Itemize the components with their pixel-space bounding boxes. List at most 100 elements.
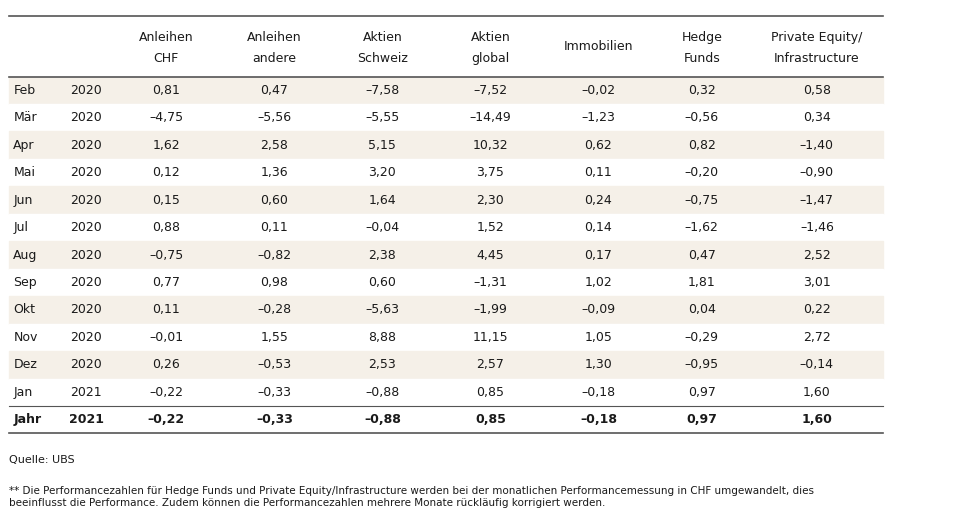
Text: 0,97: 0,97	[688, 386, 716, 399]
Text: 2020: 2020	[70, 139, 103, 152]
Text: –1,23: –1,23	[582, 111, 615, 124]
Text: –0,82: –0,82	[257, 249, 292, 261]
Text: –0,01: –0,01	[149, 331, 183, 344]
Text: 2020: 2020	[70, 221, 103, 234]
Bar	[9, 186, 882, 214]
Text: –1,46: –1,46	[800, 221, 834, 234]
Text: –0,18: –0,18	[580, 413, 617, 426]
Text: 2020: 2020	[70, 84, 103, 97]
Text: Apr: Apr	[13, 139, 35, 152]
Text: 2,53: 2,53	[369, 359, 396, 371]
Text: 0,77: 0,77	[153, 276, 180, 289]
Text: 0,58: 0,58	[803, 84, 830, 97]
Text: Jul: Jul	[13, 221, 29, 234]
Text: –1,40: –1,40	[800, 139, 834, 152]
Text: Okt: Okt	[13, 304, 36, 316]
Text: 0,47: 0,47	[688, 249, 716, 261]
Bar	[9, 296, 882, 324]
Text: –0,95: –0,95	[684, 359, 719, 371]
Text: –5,55: –5,55	[365, 111, 399, 124]
Text: –0,04: –0,04	[366, 221, 399, 234]
Text: Jan: Jan	[13, 386, 33, 399]
Text: 1,62: 1,62	[153, 139, 180, 152]
Text: Anleihen: Anleihen	[139, 31, 194, 44]
Text: 0,14: 0,14	[585, 221, 612, 234]
Text: –0,75: –0,75	[149, 249, 183, 261]
Text: Immobilien: Immobilien	[564, 40, 634, 53]
Text: 2020: 2020	[70, 166, 103, 179]
Text: global: global	[471, 52, 510, 65]
Text: –0,90: –0,90	[800, 166, 834, 179]
Text: 1,02: 1,02	[585, 276, 612, 289]
Text: 11,15: 11,15	[472, 331, 508, 344]
Bar	[9, 324, 882, 351]
Text: 0,62: 0,62	[585, 139, 612, 152]
Text: 0,17: 0,17	[585, 249, 612, 261]
Text: Anleihen: Anleihen	[247, 31, 301, 44]
Text: –0,88: –0,88	[364, 413, 401, 426]
Text: 8,88: 8,88	[369, 331, 396, 344]
Text: 0,12: 0,12	[153, 166, 180, 179]
Text: 2021: 2021	[71, 386, 102, 399]
Text: –0,75: –0,75	[684, 194, 719, 206]
Text: 10,32: 10,32	[472, 139, 508, 152]
Bar	[9, 104, 882, 131]
Text: 0,85: 0,85	[476, 386, 504, 399]
Text: 1,60: 1,60	[803, 386, 830, 399]
Text: Schweiz: Schweiz	[357, 52, 408, 65]
Text: 1,60: 1,60	[802, 413, 832, 426]
Bar	[9, 214, 882, 241]
Text: Jahr: Jahr	[13, 413, 41, 426]
Bar	[9, 406, 882, 433]
Text: –0,28: –0,28	[257, 304, 292, 316]
Text: 2020: 2020	[70, 249, 103, 261]
Text: 2020: 2020	[70, 111, 103, 124]
Text: 3,20: 3,20	[369, 166, 396, 179]
Text: 0,97: 0,97	[686, 413, 717, 426]
Text: 0,88: 0,88	[153, 221, 180, 234]
Text: Dez: Dez	[13, 359, 37, 371]
Text: 0,11: 0,11	[153, 304, 180, 316]
Text: –5,56: –5,56	[257, 111, 292, 124]
Text: 0,11: 0,11	[585, 166, 612, 179]
Text: Aktien: Aktien	[363, 31, 402, 44]
Text: Infrastructure: Infrastructure	[774, 52, 860, 65]
Text: –7,52: –7,52	[473, 84, 508, 97]
Text: 0,24: 0,24	[585, 194, 612, 206]
Text: –0,29: –0,29	[684, 331, 719, 344]
Bar	[9, 241, 882, 269]
Text: 2,30: 2,30	[476, 194, 504, 206]
Text: Aug: Aug	[13, 249, 37, 261]
Text: Sep: Sep	[13, 276, 37, 289]
Text: –1,62: –1,62	[684, 221, 719, 234]
Text: 3,75: 3,75	[476, 166, 504, 179]
Text: –0,53: –0,53	[257, 359, 292, 371]
Text: 0,26: 0,26	[153, 359, 180, 371]
Text: –0,09: –0,09	[582, 304, 615, 316]
Text: 0,22: 0,22	[803, 304, 830, 316]
Bar	[9, 77, 882, 104]
Text: 5,15: 5,15	[369, 139, 396, 152]
Text: Aktien: Aktien	[470, 31, 511, 44]
Text: –0,20: –0,20	[684, 166, 719, 179]
Text: –0,18: –0,18	[582, 386, 615, 399]
Text: 1,30: 1,30	[585, 359, 612, 371]
Text: 1,36: 1,36	[260, 166, 288, 179]
Text: 0,34: 0,34	[803, 111, 830, 124]
Text: 1,52: 1,52	[476, 221, 504, 234]
Text: Jun: Jun	[13, 194, 33, 206]
Text: –0,33: –0,33	[257, 386, 291, 399]
Bar	[9, 269, 882, 296]
Text: –1,31: –1,31	[473, 276, 507, 289]
Text: 0,85: 0,85	[475, 413, 506, 426]
Text: Hedge: Hedge	[682, 31, 722, 44]
Text: –0,33: –0,33	[256, 413, 293, 426]
Text: –0,56: –0,56	[684, 111, 719, 124]
Text: 3,01: 3,01	[803, 276, 830, 289]
Text: Mär: Mär	[13, 111, 37, 124]
Text: Quelle: UBS: Quelle: UBS	[9, 455, 75, 465]
Text: Nov: Nov	[13, 331, 37, 344]
Text: –5,63: –5,63	[366, 304, 399, 316]
Text: 0,60: 0,60	[260, 194, 288, 206]
Text: 0,47: 0,47	[260, 84, 288, 97]
